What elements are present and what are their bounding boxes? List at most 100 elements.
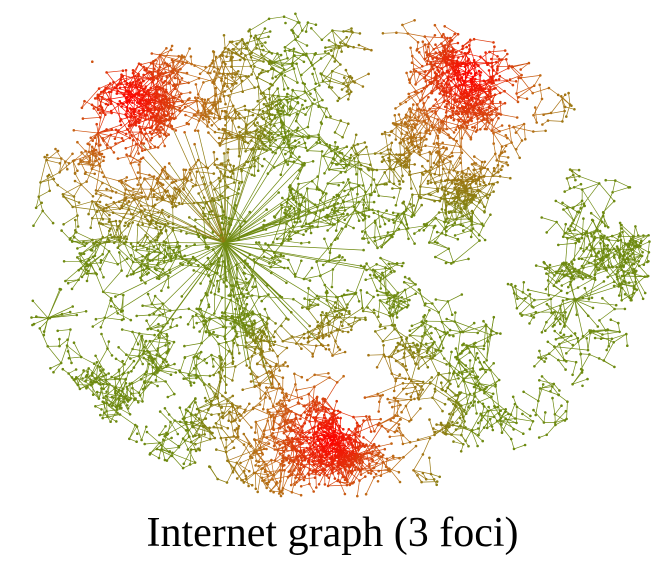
graph-edge — [435, 328, 445, 333]
graph-edge — [212, 68, 219, 83]
graph-edge — [421, 326, 431, 337]
graph-edge — [236, 282, 249, 300]
graph-edge — [376, 354, 385, 368]
graph-edge — [92, 201, 101, 203]
graph-edge — [446, 318, 455, 322]
graph-edge — [102, 270, 122, 293]
graph-edge — [130, 155, 141, 162]
graph-edge — [462, 331, 478, 334]
graph-edge — [132, 197, 143, 215]
graph-edge — [382, 131, 392, 135]
graph-edge — [379, 300, 390, 313]
graph-edge — [72, 241, 87, 244]
graph-edge — [418, 358, 431, 369]
graph-edge — [237, 344, 257, 348]
graph-edge — [196, 101, 199, 111]
graph-edge — [593, 330, 603, 335]
graph-edge — [518, 85, 535, 98]
graph-edge — [490, 80, 508, 88]
graph-edge — [552, 386, 559, 395]
graph-edge — [57, 184, 75, 197]
graph-edge — [189, 449, 192, 465]
graph-edge — [316, 142, 330, 148]
graph-edge — [92, 211, 98, 219]
graph-edge — [424, 36, 448, 39]
graph-edge — [424, 71, 428, 87]
graph-edge — [296, 333, 305, 344]
graph-edge — [261, 474, 274, 479]
graph-edge — [544, 268, 555, 276]
graph-edge — [590, 330, 606, 334]
graph-edge — [77, 245, 85, 249]
graph-edge — [343, 158, 359, 163]
graph-edge — [63, 215, 78, 225]
graph-edge — [443, 168, 454, 171]
graph-edge — [318, 137, 332, 152]
graph-edge — [46, 159, 55, 180]
graph-edge — [250, 452, 263, 457]
graph-edge — [294, 260, 302, 277]
graph-edge — [236, 269, 238, 279]
graph-edge — [635, 226, 639, 236]
graph-edge — [373, 309, 391, 317]
graph-edge — [294, 373, 302, 378]
graph-edge — [391, 373, 406, 380]
graph-edge — [565, 238, 568, 264]
graph-edge — [227, 152, 229, 161]
graph-edge — [538, 353, 550, 358]
graph-edge — [492, 165, 503, 176]
graph-edge — [147, 323, 159, 330]
graph-edge — [404, 338, 407, 354]
graph-edge — [110, 140, 124, 149]
graph-edge — [286, 393, 302, 399]
graph-edge — [249, 456, 255, 473]
graph-edge — [218, 372, 227, 385]
graph-edge — [307, 334, 323, 343]
graph-edge — [209, 317, 220, 319]
graph-edge — [281, 68, 295, 75]
graph-edge — [209, 332, 219, 345]
graph-edge — [150, 215, 166, 225]
graph-edge — [139, 235, 146, 246]
graph-edge — [324, 284, 338, 298]
graph-edge — [161, 275, 169, 291]
graph-edge — [147, 248, 158, 250]
graph-edge — [435, 256, 452, 264]
graph-edge — [559, 337, 578, 345]
graph-edge — [236, 295, 253, 300]
graph-edge — [239, 59, 246, 78]
graph-edge — [199, 426, 204, 451]
graph-edge — [72, 160, 78, 171]
graph-edge — [195, 97, 203, 106]
graph-edge — [172, 316, 181, 320]
graph-edge — [252, 311, 268, 324]
graph-edge — [171, 258, 187, 261]
graph-edge — [174, 420, 187, 431]
graph-edge — [240, 168, 253, 176]
graph-edge — [389, 400, 399, 403]
graph-edge — [323, 147, 330, 157]
graph-edge — [467, 347, 476, 360]
graph-edge — [295, 276, 311, 281]
graph-edge — [474, 38, 494, 43]
graph-edge — [235, 407, 239, 420]
graph-edge — [268, 331, 276, 342]
graph-edge — [359, 168, 366, 192]
graph-edge — [466, 345, 484, 350]
graph-edge — [268, 242, 283, 246]
graph-edge — [47, 176, 51, 191]
graph-edge — [50, 362, 62, 369]
graph-edge — [395, 124, 397, 140]
graph-edge — [191, 436, 200, 443]
graph-edge — [47, 346, 62, 364]
graph-edge — [124, 348, 133, 365]
graph-edge — [150, 442, 160, 454]
graph-edge — [626, 260, 639, 264]
graph-edge — [533, 298, 552, 308]
graph-edge — [556, 221, 566, 234]
graph-edge — [211, 412, 223, 416]
graph-edge — [96, 205, 104, 220]
graph-edge — [474, 51, 490, 63]
graph-edge — [270, 490, 282, 493]
graph-edge — [145, 224, 151, 236]
